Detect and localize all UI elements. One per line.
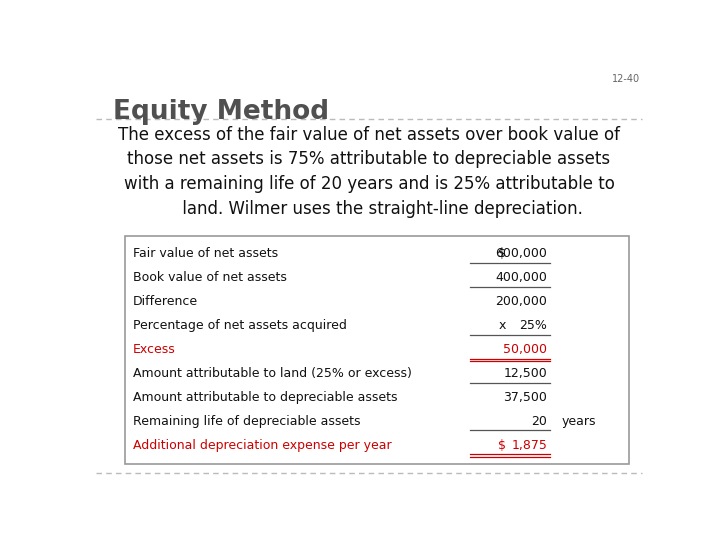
Text: Book value of net assets: Book value of net assets [132, 271, 287, 285]
Text: Percentage of net assets acquired: Percentage of net assets acquired [132, 319, 346, 332]
Text: Amount attributable to land (25% or excess): Amount attributable to land (25% or exce… [132, 367, 412, 380]
Text: with a remaining life of 20 years and is 25% attributable to: with a remaining life of 20 years and is… [124, 175, 614, 193]
FancyBboxPatch shape [125, 236, 629, 464]
Text: Excess: Excess [132, 343, 176, 356]
Text: Equity Method: Equity Method [113, 99, 329, 125]
Text: $: $ [498, 247, 506, 260]
Text: x: x [498, 319, 505, 332]
Text: 25%: 25% [519, 319, 547, 332]
Text: those net assets is 75% attributable to depreciable assets: those net assets is 75% attributable to … [127, 150, 611, 168]
Text: Fair value of net assets: Fair value of net assets [132, 247, 278, 260]
Text: land. Wilmer uses the straight-line depreciation.: land. Wilmer uses the straight-line depr… [156, 200, 582, 218]
Text: 400,000: 400,000 [495, 271, 547, 285]
Text: 37,500: 37,500 [503, 391, 547, 404]
Text: 1,875: 1,875 [511, 439, 547, 452]
Text: years: years [561, 415, 595, 428]
Text: 50,000: 50,000 [503, 343, 547, 356]
Text: $: $ [498, 439, 506, 452]
Text: Amount attributable to depreciable assets: Amount attributable to depreciable asset… [132, 391, 397, 404]
Text: 200,000: 200,000 [495, 295, 547, 308]
Text: 20: 20 [531, 415, 547, 428]
Text: Additional depreciation expense per year: Additional depreciation expense per year [132, 439, 391, 452]
Text: 600,000: 600,000 [495, 247, 547, 260]
Text: 12,500: 12,500 [503, 367, 547, 380]
Text: Difference: Difference [132, 295, 198, 308]
Text: 12-40: 12-40 [612, 74, 640, 84]
Text: Remaining life of depreciable assets: Remaining life of depreciable assets [132, 415, 360, 428]
Text: The excess of the fair value of net assets over book value of: The excess of the fair value of net asse… [118, 126, 620, 144]
